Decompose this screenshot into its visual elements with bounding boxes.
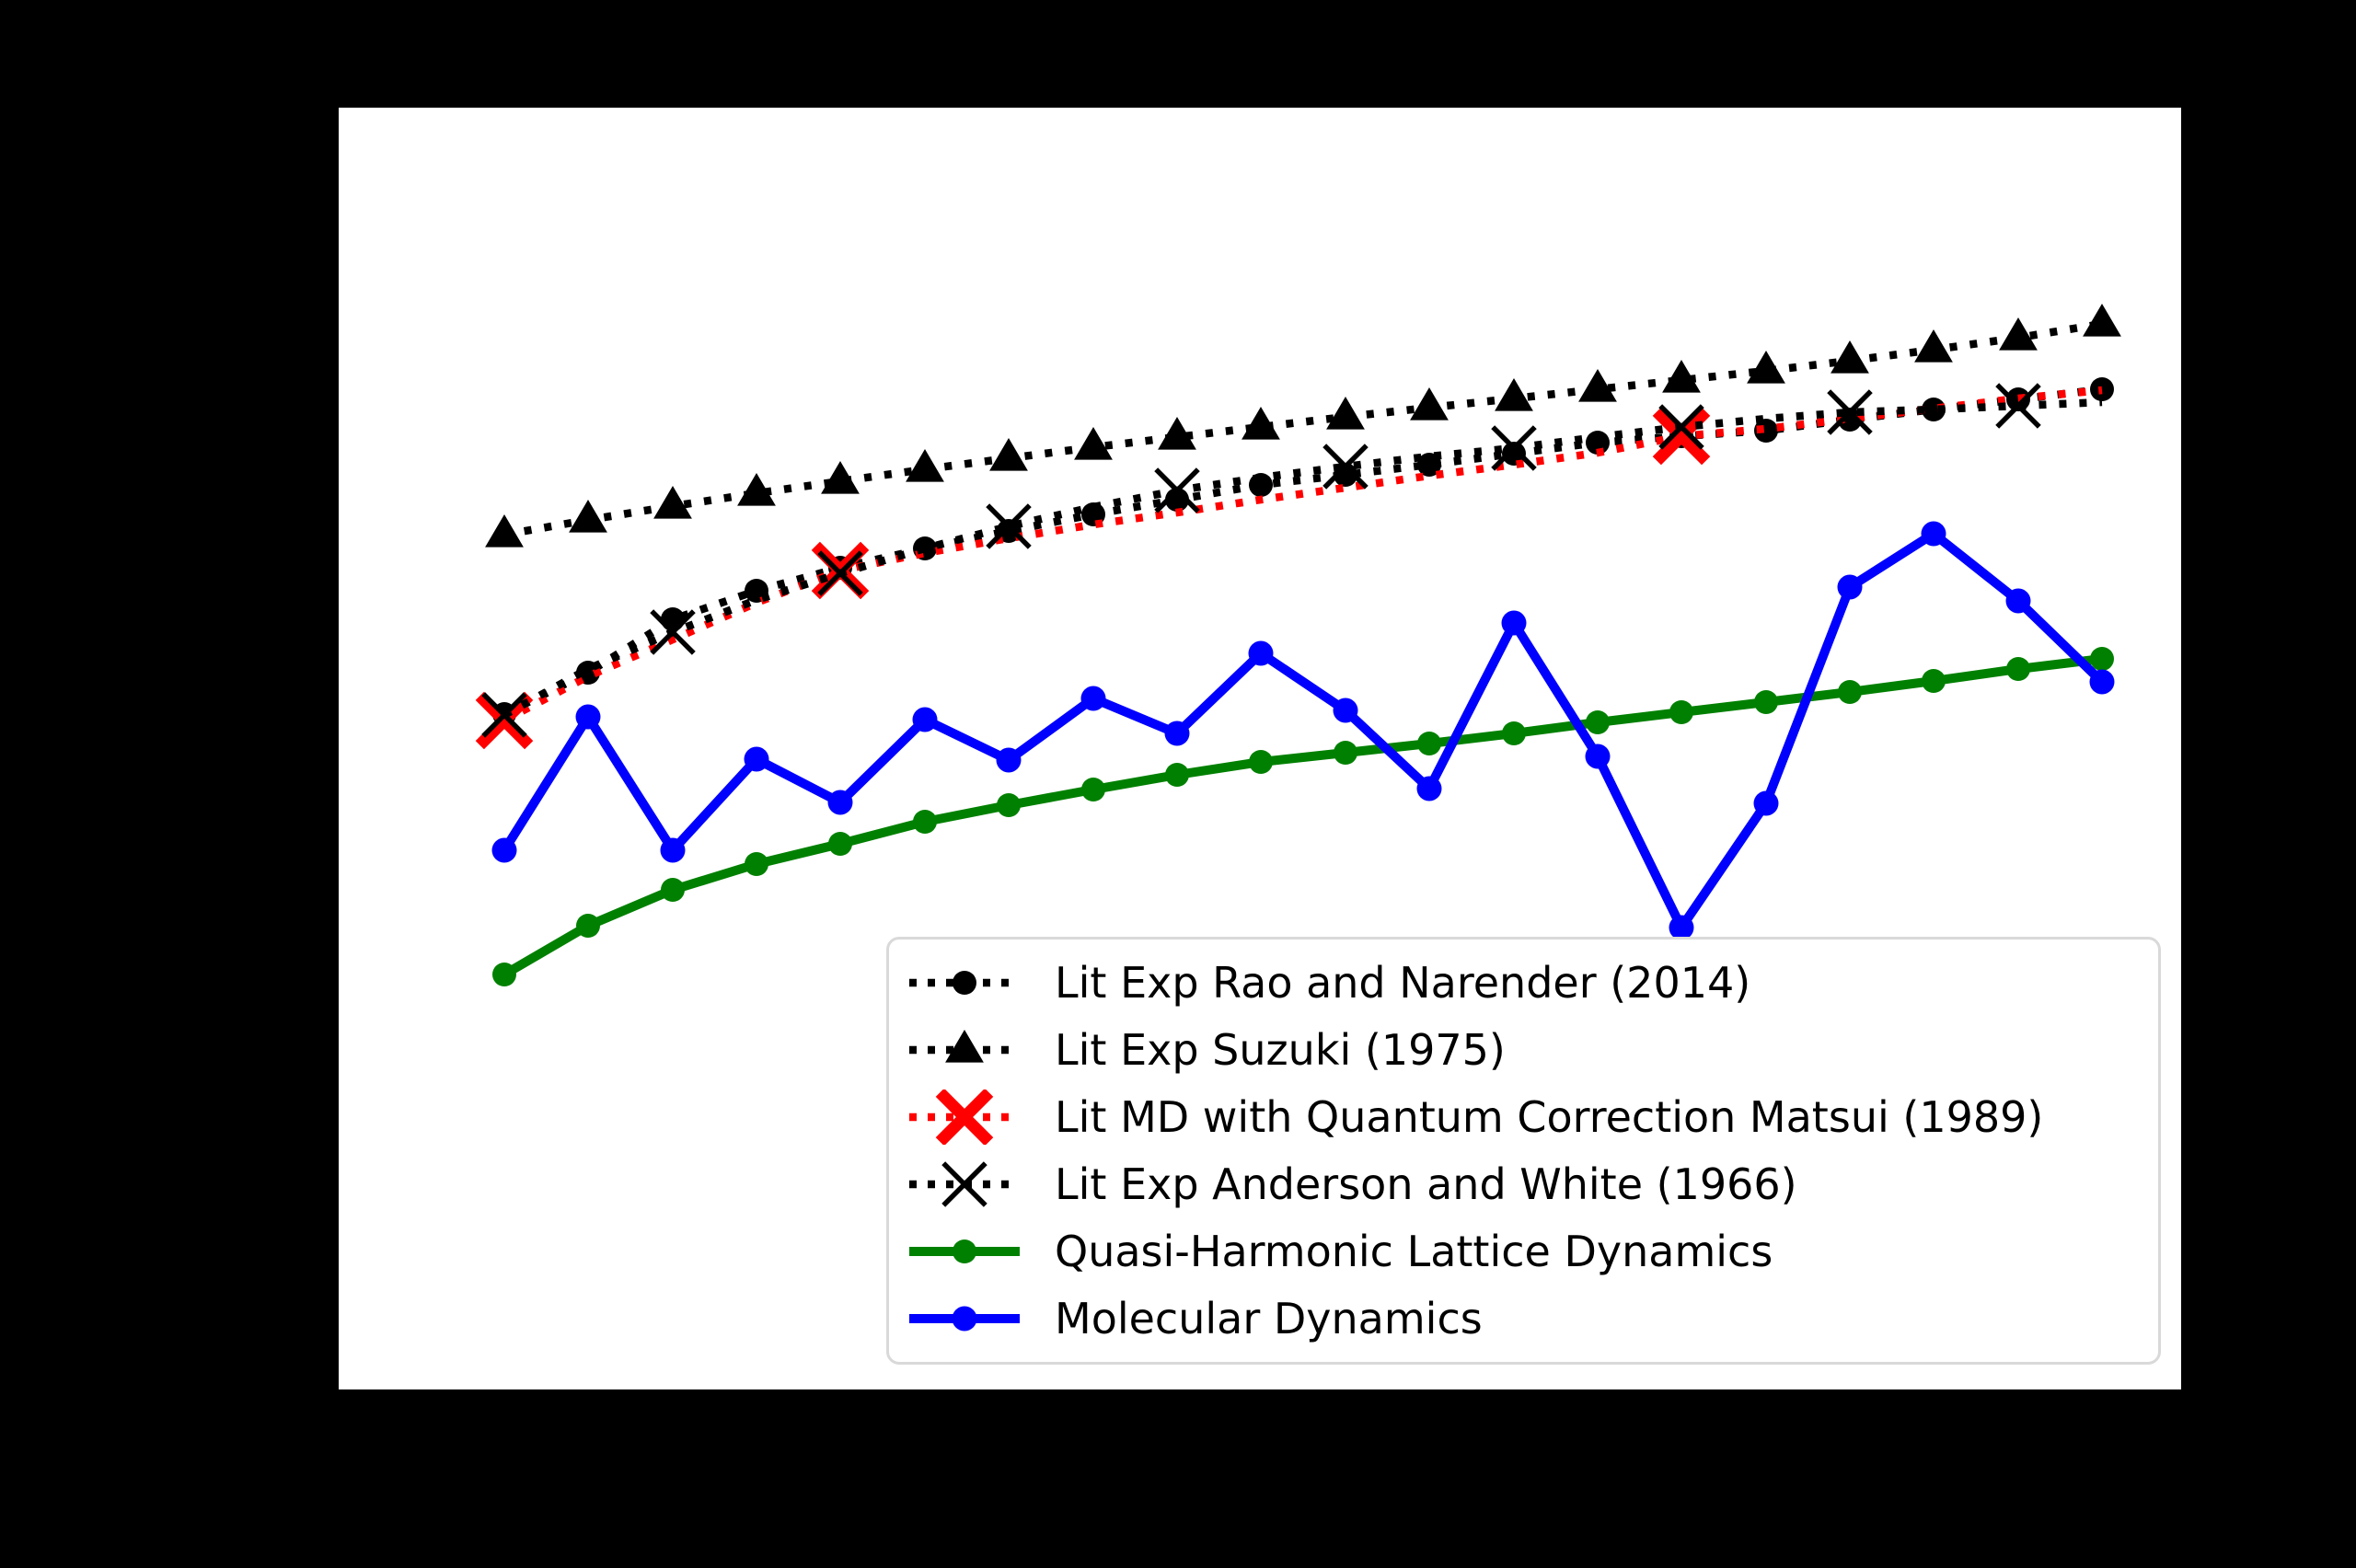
- legend-label: Lit Exp Anderson and White (1966): [1055, 1159, 1797, 1210]
- legend-sample-dotted-thin-x-icon: [909, 1161, 1020, 1207]
- legend-sample-solid-circle-green-icon: [909, 1239, 1020, 1264]
- legend-sample-solid-circle-blue-icon: [909, 1306, 1020, 1332]
- legend-item-matsui: Lit MD with Quantum Correction Matsui (1…: [906, 1089, 2136, 1145]
- legend: Lit Exp Rao and Narender (2014) Lit Exp …: [886, 937, 2161, 1365]
- legend-label: Molecular Dynamics: [1055, 1294, 1483, 1344]
- legend-sample-dotted-circle-icon: [909, 970, 1020, 995]
- legend-item-md: Molecular Dynamics: [906, 1291, 2136, 1346]
- legend-item-suzuki: Lit Exp Suzuki (1975): [906, 1022, 2136, 1078]
- legend-sample-dotted-thick-x-icon: [909, 1089, 1020, 1145]
- legend-item-anderson-white: Lit Exp Anderson and White (1966): [906, 1157, 2136, 1212]
- legend-label: Lit Exp Rao and Narender (2014): [1055, 957, 1751, 1008]
- legend-label: Lit MD with Quantum Correction Matsui (1…: [1055, 1091, 2044, 1142]
- legend-label: Lit Exp Suzuki (1975): [1055, 1024, 1506, 1075]
- legend-item-qhld: Quasi-Harmonic Lattice Dynamics: [906, 1224, 2136, 1279]
- legend-sample-dotted-triangle-icon: [909, 1029, 1020, 1063]
- legend-item-rao-narender: Lit Exp Rao and Narender (2014): [906, 955, 2136, 1010]
- legend-label: Quasi-Harmonic Lattice Dynamics: [1055, 1227, 1773, 1277]
